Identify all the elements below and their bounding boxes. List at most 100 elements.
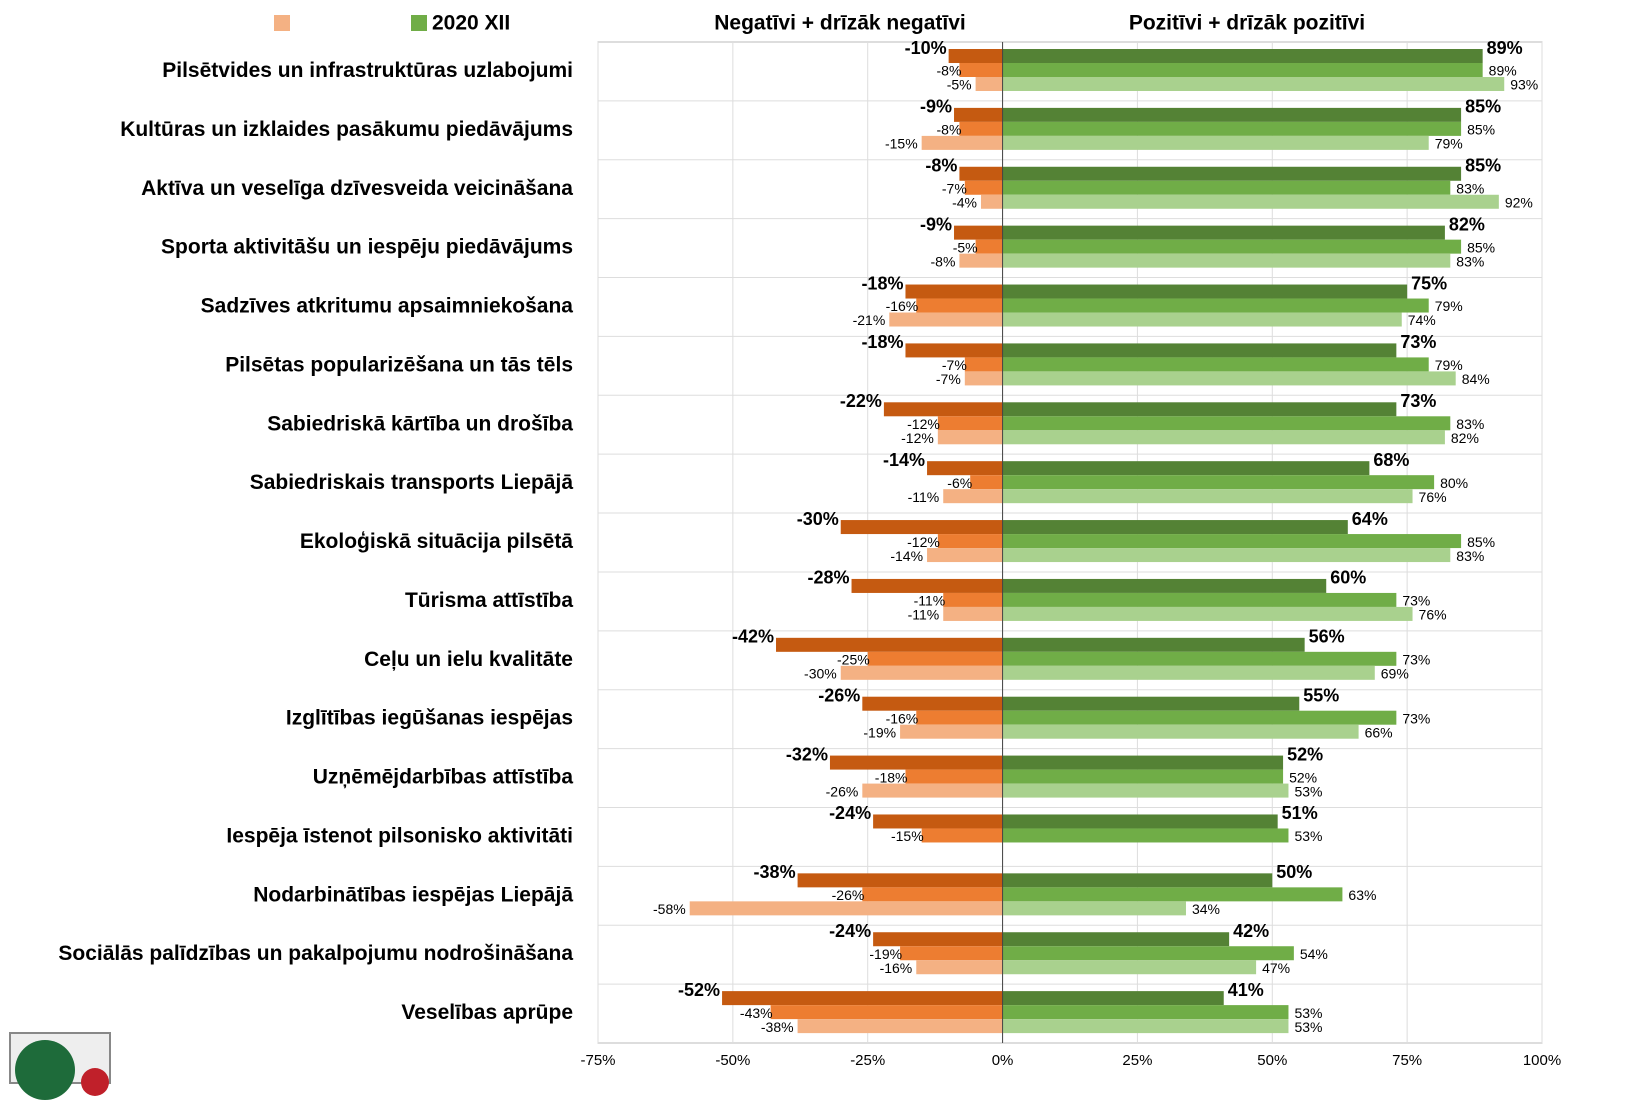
bar <box>1002 769 1284 784</box>
value-label: 54% <box>1300 946 1328 962</box>
value-label: -19% <box>869 946 902 962</box>
bar <box>1002 651 1397 666</box>
value-label: -21% <box>853 312 886 328</box>
value-label: 53% <box>1294 1019 1322 1035</box>
value-label: 53% <box>1294 828 1322 844</box>
value-label: 74% <box>1408 312 1436 328</box>
value-label: -24% <box>829 921 871 941</box>
bar <box>1002 1005 1289 1020</box>
category-label: Nodarbinātības iespējas Liepājā <box>253 883 573 906</box>
category-label: Sadzīves atkritumu apsaimniekošana <box>201 295 574 318</box>
bar <box>1002 298 1429 313</box>
bar <box>1002 77 1505 91</box>
bar <box>1002 461 1370 476</box>
category-label: Veselības aprūpe <box>401 1001 573 1024</box>
category-label: Sporta aktivitāšu un iespēju piedāvājums <box>161 236 573 259</box>
bar <box>1002 49 1483 63</box>
value-label: 60% <box>1330 568 1366 588</box>
bar <box>905 284 1003 299</box>
value-label: -18% <box>861 273 903 293</box>
bar <box>797 873 1003 888</box>
value-label: 55% <box>1303 685 1339 705</box>
bar <box>1002 489 1413 504</box>
value-label: 85% <box>1467 122 1495 138</box>
bar <box>1002 430 1445 445</box>
value-label: 68% <box>1373 450 1409 470</box>
bar <box>1002 225 1445 240</box>
bar <box>1002 873 1273 888</box>
bar <box>1002 416 1451 431</box>
bar <box>862 783 1003 798</box>
value-label: 52% <box>1289 769 1317 785</box>
bar <box>1002 946 1294 961</box>
value-label: -11% <box>908 607 940 623</box>
bar <box>1002 357 1429 372</box>
value-label: -9% <box>920 97 952 117</box>
value-label: 51% <box>1282 803 1318 823</box>
value-label: 83% <box>1456 253 1484 269</box>
value-label: 73% <box>1400 391 1436 411</box>
value-label: -8% <box>937 63 962 79</box>
value-label: -11% <box>914 593 946 609</box>
bar <box>889 312 1003 327</box>
bar <box>959 166 1003 181</box>
value-label: -18% <box>875 769 908 785</box>
value-label: -7% <box>942 357 967 373</box>
legend-swatch <box>274 15 290 31</box>
bar <box>943 606 1003 621</box>
value-label: 85% <box>1465 156 1501 176</box>
value-label: 92% <box>1505 194 1533 210</box>
bar <box>1002 828 1289 843</box>
bar <box>970 475 1003 490</box>
bar <box>1002 475 1435 490</box>
bar <box>959 253 1003 268</box>
x-tick-label: -75% <box>580 1052 615 1069</box>
bar <box>900 946 1003 961</box>
bar <box>1002 284 1408 299</box>
value-label: -24% <box>829 803 871 823</box>
value-label: 42% <box>1233 921 1269 941</box>
bar <box>964 371 1003 386</box>
value-label: -12% <box>907 416 940 432</box>
bar <box>964 357 1003 372</box>
bar <box>1002 121 1462 136</box>
value-label: -26% <box>818 685 860 705</box>
value-label: -26% <box>832 887 865 903</box>
value-label: 85% <box>1467 239 1495 255</box>
bar <box>840 665 1003 680</box>
value-label: 83% <box>1456 548 1484 564</box>
bar <box>959 121 1003 136</box>
bar <box>1002 783 1289 798</box>
value-label: 89% <box>1489 63 1517 79</box>
value-label: 47% <box>1262 960 1290 976</box>
value-label: 79% <box>1435 298 1463 314</box>
x-tick-label: 25% <box>1122 1052 1152 1069</box>
bar <box>1002 63 1483 77</box>
bar <box>1002 755 1284 770</box>
value-label: 85% <box>1467 534 1495 550</box>
value-label: 73% <box>1402 593 1430 609</box>
value-label: -6% <box>947 475 972 491</box>
value-label: 76% <box>1419 607 1447 623</box>
value-label: 83% <box>1456 416 1484 432</box>
value-label: 41% <box>1228 980 1264 1000</box>
value-label: 69% <box>1381 666 1409 682</box>
bar <box>1002 592 1397 607</box>
value-label: -18% <box>861 332 903 352</box>
x-tick-label: 75% <box>1392 1052 1422 1069</box>
bar <box>1002 991 1224 1006</box>
value-label: 73% <box>1402 710 1430 726</box>
value-label: -11% <box>908 489 940 505</box>
value-label: -10% <box>905 38 947 58</box>
bar <box>1002 665 1375 680</box>
value-label: -16% <box>886 298 919 314</box>
value-label: 50% <box>1276 862 1312 882</box>
bar <box>1002 371 1456 386</box>
category-label: Tūrisma attīstība <box>405 589 573 612</box>
value-label: -28% <box>808 568 850 588</box>
bar <box>873 932 1003 947</box>
x-tick-label: 50% <box>1257 1052 1287 1069</box>
category-label: Sociālās palīdzības un pakalpojumu nodro… <box>58 942 573 965</box>
bar <box>770 1005 1003 1020</box>
value-label: -42% <box>732 627 774 647</box>
